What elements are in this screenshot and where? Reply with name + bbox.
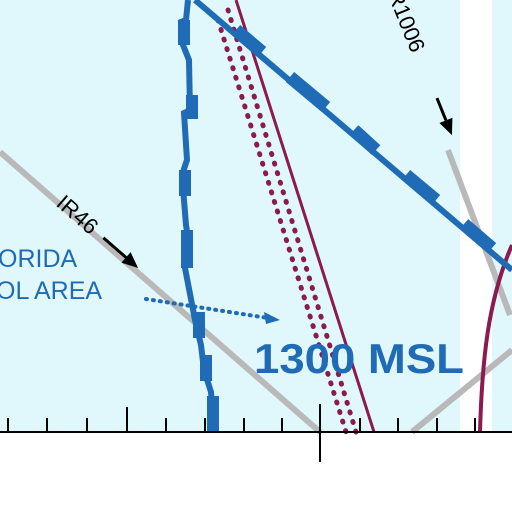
area-label-line2: OL AREA [0, 277, 102, 305]
white-bottom [0, 432, 512, 512]
blue-diagonal-ticks [231, 25, 497, 253]
route-vr1006-arrowhead [439, 117, 453, 136]
leader-arrowhead [264, 312, 280, 324]
tinted-area-right [492, 0, 512, 432]
route-ir46-arrowhead [121, 252, 139, 268]
route-ir46-arrow-shaft [102, 236, 129, 260]
area-label-line1: ORIDA [0, 245, 78, 273]
altitude-label: 1300 MSL [254, 335, 464, 382]
route-ir46-line [0, 149, 322, 435]
maroon-boundary-line [234, 0, 376, 433]
route-vr1006-arrow-shaft [435, 97, 448, 121]
route-gray-lower [410, 347, 512, 435]
maroon-dotted-boundary-2 [215, 17, 349, 435]
maroon-dotted-boundary [225, 7, 359, 435]
scale-ticks [7, 404, 476, 462]
blue-boundary-ticks [178, 20, 219, 432]
dotted-leader-line [144, 297, 270, 320]
